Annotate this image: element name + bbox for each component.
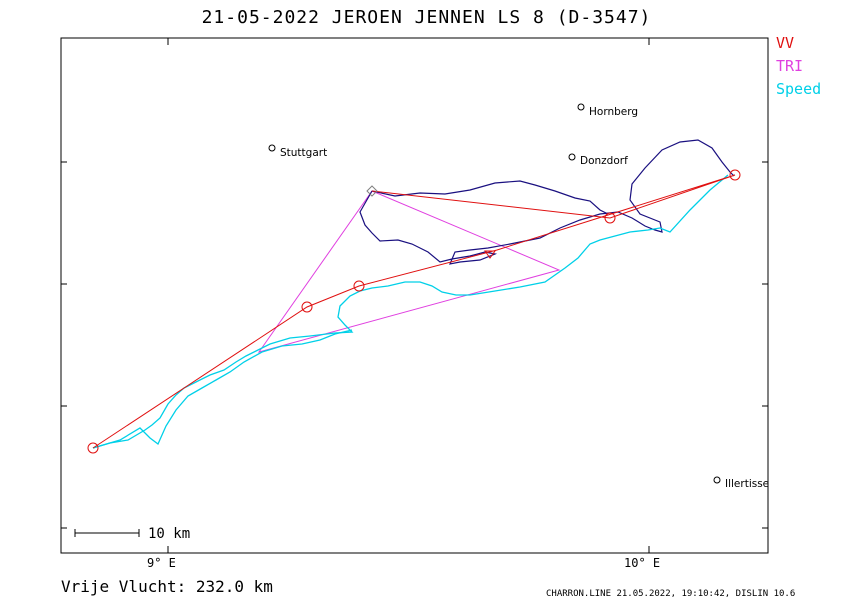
- plot-frame: [60, 37, 769, 554]
- scale-bar-label: 10 km: [148, 526, 191, 542]
- flight-track-north: [371, 180, 609, 215]
- y-ticks: [61, 161, 768, 529]
- x-tick-10e: 10° E: [624, 556, 661, 570]
- label-hornberg: Hornberg: [589, 106, 639, 118]
- finish-marker: [484, 250, 496, 259]
- illertissen-marker: [713, 476, 721, 484]
- label-donzdorf: Donzdorf: [580, 155, 628, 167]
- flight-track: [359, 139, 735, 265]
- label-stuttgart: Stuttgart: [280, 147, 328, 159]
- scale-bar: [74, 529, 140, 537]
- legend-tri: TRI: [776, 57, 804, 75]
- hornberg-marker: [577, 103, 585, 111]
- footer-info: CHARRON.LINE 21.05.2022, 19:10:42, DISLI…: [546, 589, 796, 599]
- legend-vv: VV: [776, 34, 795, 52]
- free-flight-distance: Vrije Vlucht: 232.0 km: [61, 577, 273, 596]
- donzdorf-marker: [568, 153, 576, 161]
- x-ticks: [167, 38, 650, 553]
- start-marker: [366, 185, 378, 197]
- x-tick-9e: 9° E: [147, 556, 176, 570]
- vv-turnpoints: [87, 169, 741, 454]
- speed-track-return: [92, 329, 353, 449]
- chart-title: 21-05-2022 JEROEN JENNEN LS 8 (D-3547): [201, 7, 652, 28]
- vv-route: [92, 174, 736, 449]
- legend-speed: Speed: [776, 80, 822, 98]
- stuttgart-marker: [268, 144, 276, 152]
- tri-triangle: [257, 190, 561, 353]
- label-illertissen: Illertisse: [725, 478, 770, 490]
- speed-track: [92, 174, 729, 449]
